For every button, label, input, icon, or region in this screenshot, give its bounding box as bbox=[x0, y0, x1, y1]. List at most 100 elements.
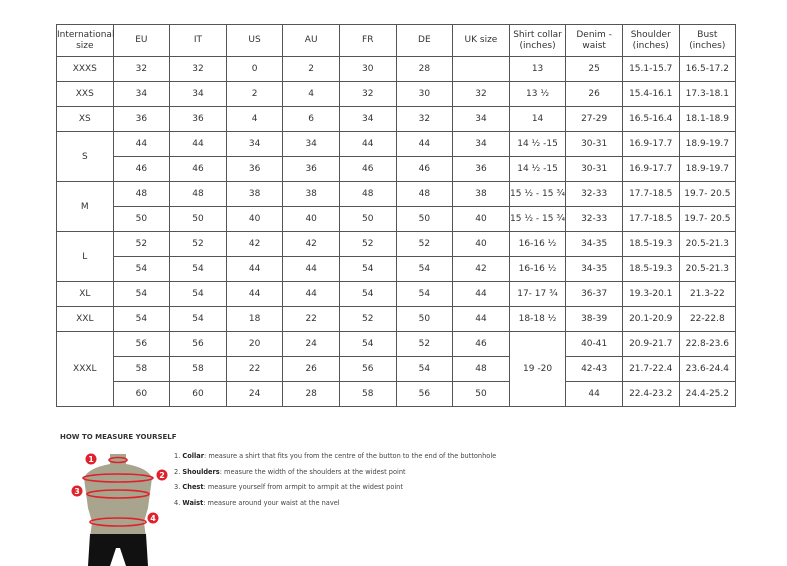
column-header: EU bbox=[112, 24, 171, 57]
table-row: 54 54 44 44 54 54 42 16-16 ½ 34-35 18.5-19.3 20.5-… bbox=[57, 256, 737, 282]
table-cell: 58 bbox=[112, 356, 171, 382]
table-cell: 54 bbox=[338, 256, 397, 282]
table-cell: 14 ½ -15 bbox=[508, 156, 567, 182]
table-cell: 30-31 bbox=[565, 156, 623, 182]
table-cell: 42 bbox=[225, 231, 284, 257]
svg-text:1: 1 bbox=[88, 455, 94, 464]
table-cell: 4 bbox=[282, 81, 340, 107]
table-cell: 17.3-18.1 bbox=[678, 81, 737, 107]
table-row: XXS 34 34 2 4 32 30 32 13 ½ 26 15.4-16.1 17.3-18.1 bbox=[56, 81, 737, 107]
table-cell: 24 bbox=[282, 331, 340, 357]
table-cell: 58 bbox=[338, 381, 397, 407]
table-cell: 34-35 bbox=[565, 256, 623, 282]
table-cell: 34 bbox=[112, 81, 171, 107]
how-to-measure-title: HOW TO MEASURE YOURSELF bbox=[60, 433, 177, 441]
svg-text:3: 3 bbox=[74, 487, 80, 496]
body-measurement-figure: 1 2 3 4 bbox=[71, 453, 168, 566]
table-cell: 34 bbox=[452, 106, 510, 132]
table-cell: 36 bbox=[169, 106, 227, 132]
table-cell: 20.9-21.7 bbox=[621, 331, 680, 357]
table-cell: 56 bbox=[338, 356, 397, 382]
table-cell: 40 bbox=[452, 231, 510, 257]
table-cell: 18.1-18.9 bbox=[678, 106, 737, 132]
table-cell: 40 bbox=[282, 206, 340, 232]
table-cell: 52 bbox=[112, 231, 171, 257]
table-cell: 52 bbox=[395, 231, 454, 257]
international-size-cell: L bbox=[56, 231, 114, 282]
step-waist: 4. Waist: measure around your waist at t… bbox=[174, 498, 340, 507]
table-cell: 46 bbox=[338, 156, 397, 182]
column-header: UK size bbox=[452, 24, 510, 57]
marker-1 bbox=[85, 453, 97, 465]
table-cell: 20.5-21.3 bbox=[678, 256, 737, 282]
table-cell bbox=[452, 56, 510, 82]
table-cell: 42 bbox=[452, 256, 510, 282]
table-cell: 15.1-15.7 bbox=[621, 56, 680, 82]
marker-3 bbox=[71, 485, 83, 497]
table-cell: 27-29 bbox=[565, 106, 623, 132]
table-cell: 18-18 ½ bbox=[508, 306, 567, 332]
column-header: DE bbox=[395, 24, 454, 57]
table-cell: 44 bbox=[338, 131, 397, 157]
table-cell: 44 bbox=[565, 381, 623, 407]
table-cell: 18.5-19.3 bbox=[621, 256, 680, 282]
table-cell: 42 bbox=[282, 231, 340, 257]
table-cell: 13 bbox=[508, 56, 567, 82]
table-cell: 20.5-21.3 bbox=[678, 231, 737, 257]
table-cell: 34 bbox=[282, 131, 340, 157]
table-cell: 44 bbox=[225, 281, 284, 307]
table-row: XXXS 32 32 0 2 30 28 13 25 15.1-15.7 16.5-17.2 bbox=[56, 56, 737, 82]
measurement-steps: 1. Collar: measure a shirt that fits you… bbox=[174, 452, 496, 514]
table-row: 50 50 40 40 50 50 40 15 ½ - 15 ¾ 32-33 17.7-18.5 1… bbox=[57, 206, 737, 232]
table-cell: 16.9-17.7 bbox=[621, 156, 680, 182]
table-cell: 36 bbox=[225, 156, 284, 182]
table-cell: 52 bbox=[338, 231, 397, 257]
table-cell: 44 bbox=[395, 131, 454, 157]
table-cell: 32-33 bbox=[565, 206, 623, 232]
table-cell: 17.7-18.5 bbox=[621, 206, 680, 232]
marker-4 bbox=[147, 512, 159, 524]
table-cell: 54 bbox=[395, 256, 454, 282]
table-cell: 46 bbox=[452, 331, 510, 357]
table-cell: 13 ½ bbox=[508, 81, 567, 107]
table-cell: 44 bbox=[112, 131, 171, 157]
table-cell: 32 bbox=[338, 81, 397, 107]
international-size-cell: XL bbox=[56, 281, 114, 307]
table-cell: 46 bbox=[112, 156, 171, 182]
table-cell: 48 bbox=[395, 181, 454, 207]
table-cell: 21.3-22 bbox=[678, 281, 737, 307]
table-cell: 25 bbox=[565, 56, 623, 82]
table-row: 60 60 24 28 58 56 50 44 22.4-23.2 24.4-25.2 bbox=[57, 381, 737, 407]
table-cell: 20.1-20.9 bbox=[621, 306, 680, 332]
table-cell: 17.7-18.5 bbox=[621, 181, 680, 207]
table-cell: 22-22.8 bbox=[678, 306, 737, 332]
table-cell: 54 bbox=[338, 331, 397, 357]
table-cell: 44 bbox=[225, 256, 284, 282]
table-cell: 34 bbox=[452, 131, 510, 157]
step-shoulders: 2. Shoulders: measure the width of the s… bbox=[174, 467, 406, 476]
table-row: L 52 52 42 42 52 52 40 16-16 ½ 34-35 18.5-19.3 20.5… bbox=[56, 231, 737, 282]
table-cell: 38-39 bbox=[565, 306, 623, 332]
international-size-cell: XXXL bbox=[56, 331, 114, 407]
table-cell: 15 ½ - 15 ¾ bbox=[508, 206, 567, 232]
header-row: International size EU IT US AU FR DE UK size Shi… bbox=[56, 24, 737, 57]
table-cell: 19.7- 20.5 bbox=[678, 206, 737, 232]
column-header: US bbox=[225, 24, 284, 57]
table-cell: 40 bbox=[225, 206, 284, 232]
table-cell: 38 bbox=[452, 181, 510, 207]
table-cell: 44 bbox=[169, 131, 227, 157]
table-cell: 32 bbox=[395, 106, 454, 132]
table-cell: 40-41 bbox=[565, 331, 623, 357]
table-cell: 38 bbox=[225, 181, 284, 207]
table-cell: 48 bbox=[452, 356, 510, 382]
table-row: 46 46 36 36 46 46 36 14 ½ -15 30-31 16.9-17.7 18.9… bbox=[57, 156, 737, 182]
table-cell: 36 bbox=[112, 106, 171, 132]
table-cell: 16-16 ½ bbox=[508, 256, 567, 282]
table-cell: 34-35 bbox=[565, 231, 623, 257]
table-cell: 21.7-22.4 bbox=[621, 356, 680, 382]
size-chart-table: International size EU IT US AU FR DE UK size Shi… bbox=[56, 24, 737, 407]
table-cell: 36 bbox=[452, 156, 510, 182]
table-cell: 32-33 bbox=[565, 181, 623, 207]
table-cell: 44 bbox=[282, 281, 340, 307]
table-cell: 60 bbox=[112, 381, 171, 407]
